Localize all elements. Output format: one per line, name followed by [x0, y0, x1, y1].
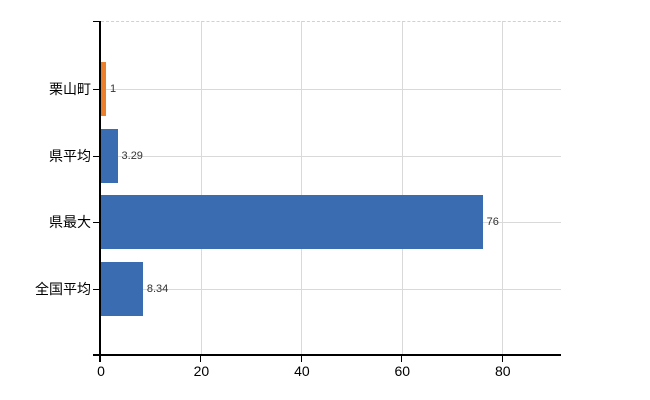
x-axis-tick: [100, 355, 101, 362]
x-tick-label: 20: [193, 363, 210, 379]
plot-top-dashed-border: [101, 21, 561, 22]
gridline-horizontal: [101, 155, 561, 157]
y-axis-tick: [93, 89, 100, 90]
y-tick-label: 栗山町: [49, 81, 91, 97]
y-axis-tick: [93, 222, 100, 223]
bar-value-label: 8.34: [146, 282, 169, 295]
y-tick-label: 県最大: [49, 214, 91, 230]
bar-value-label: 76: [486, 216, 499, 228]
gridline-vertical: [401, 21, 403, 355]
y-tick-label: 全国平均: [35, 280, 91, 297]
bar: [101, 62, 107, 116]
y-axis-tick: [93, 155, 100, 157]
gridline-vertical: [301, 21, 303, 355]
y-axis-tick: [93, 288, 100, 290]
y-tick-label: 県平均: [49, 147, 91, 164]
bar: [101, 195, 483, 249]
x-axis-tick: [401, 355, 403, 362]
gridline-horizontal: [101, 288, 561, 290]
x-axis-tick: [300, 355, 302, 362]
gridline-horizontal: [101, 89, 561, 90]
bar: [101, 128, 118, 183]
bar-value-label: 3.29: [121, 149, 143, 162]
x-tick-label: 60: [394, 363, 411, 379]
gridline-vertical: [200, 21, 202, 355]
x-axis-line: [93, 354, 561, 356]
x-axis-tick: [200, 355, 202, 362]
bar: [101, 261, 143, 316]
gridline-vertical: [502, 21, 504, 355]
bar-value-label: 1: [110, 83, 117, 95]
y-axis-line: [99, 21, 101, 362]
x-tick-label: 40: [294, 363, 310, 379]
x-axis-tick: [501, 355, 503, 362]
y-axis-tick: [93, 21, 100, 22]
x-tick-label: 80: [494, 363, 511, 379]
x-tick-label: 0: [97, 363, 105, 379]
plot-area: 1 3.29 76 8.34: [101, 21, 561, 355]
